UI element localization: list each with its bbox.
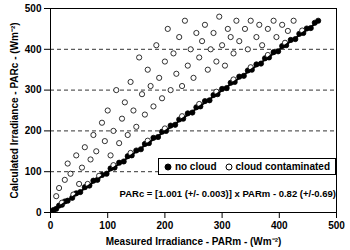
html-text:cloud contaminated: cloud contaminated [235, 161, 330, 172]
svg-text:400: 400 [271, 220, 288, 231]
svg-text:0: 0 [36, 207, 42, 218]
svg-text:200: 200 [25, 125, 42, 136]
svg-text:0: 0 [48, 220, 54, 231]
svg-text:300: 300 [25, 84, 42, 95]
svg-text:100: 100 [99, 220, 116, 231]
svg-text:400: 400 [25, 44, 42, 55]
html-text:PARc = [1.001 (+/- 0.003)] x P: PARc = [1.001 (+/- 0.003)] x PARm - 0.82… [119, 188, 336, 199]
svg-text:Measured Irradiance - PARm - (: Measured Irradiance - PARm - (Wm⁻²) [106, 236, 282, 247]
html-text:no cloud: no cloud [174, 161, 217, 172]
svg-text:Calculated Irradiance - PARc -: Calculated Irradiance - PARc - (Wm⁻²) [9, 22, 20, 198]
svg-text:100: 100 [25, 166, 42, 177]
svg-text:200: 200 [157, 220, 174, 231]
svg-text:500: 500 [328, 220, 345, 231]
svg-text:300: 300 [214, 220, 231, 231]
svg-text:500: 500 [25, 3, 42, 14]
